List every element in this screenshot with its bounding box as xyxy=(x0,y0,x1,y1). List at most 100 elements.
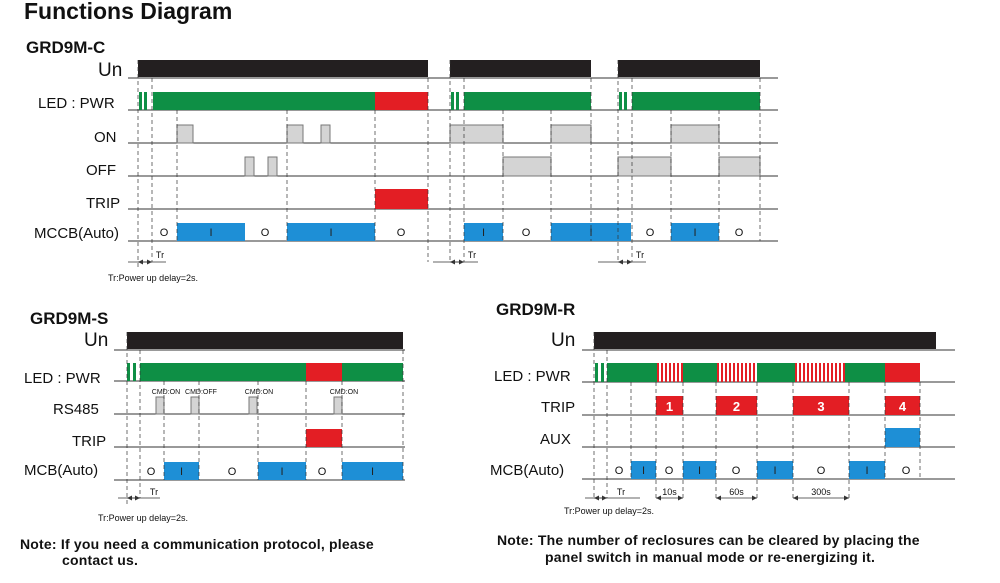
r-led-stripe xyxy=(835,363,837,382)
c-led-blink xyxy=(456,92,459,110)
r-trip-pulse-3 xyxy=(885,396,920,415)
s-tr-span-arrow-right xyxy=(135,495,140,501)
s-mcb-on-2 xyxy=(342,462,403,480)
r-aux-pulse xyxy=(885,428,920,447)
c-label-off: OFF xyxy=(86,162,116,179)
c-mccb-on-label-1: I xyxy=(329,227,332,239)
page-title: Functions Diagram xyxy=(24,0,233,24)
r-led-stripe xyxy=(795,363,797,382)
c-footnote: Tr:Power up delay=2s. xyxy=(108,273,198,283)
s-rs485-pulse-0 xyxy=(155,396,165,415)
r-mcb-on-label-0: I xyxy=(642,465,645,477)
r-trip-pulse-1 xyxy=(716,396,757,415)
s-label-led: LED : PWR xyxy=(24,370,101,387)
r-label-un: Un xyxy=(551,330,576,351)
s-footnote: Tr:Power up delay=2s. xyxy=(98,513,188,523)
r-mcb-on-label-1: I xyxy=(698,465,701,477)
s-cmd-label-1: CMD:OFF xyxy=(185,389,217,396)
r-mcb-on-label-3: I xyxy=(865,465,868,477)
s-rs485-pulse-3 xyxy=(333,396,343,415)
r-label-led: LED : PWR xyxy=(494,368,571,385)
s-rs485-pulse-2 xyxy=(248,396,258,415)
r-led-stripe xyxy=(669,363,671,382)
s-mcb-off-label-0: O xyxy=(147,466,156,478)
c-on-pulse-2 xyxy=(320,124,331,144)
r-led-stripe xyxy=(677,363,679,382)
r-led-green-3 xyxy=(845,363,885,382)
r-tr-label: Tr xyxy=(617,487,625,497)
r-led-stripe xyxy=(799,363,801,382)
r-led-stripe xyxy=(839,363,841,382)
s-note-line2: contact us. xyxy=(62,552,139,568)
c-led-blink xyxy=(619,92,622,110)
r-delay-label-2: 300s xyxy=(811,487,831,497)
s-tr-span-arrow-left xyxy=(127,495,132,501)
c-mccb-off-label-0: O xyxy=(160,227,169,239)
s-label-un: Un xyxy=(84,330,109,351)
c-led-blink xyxy=(144,92,147,110)
r-led-stripe xyxy=(749,363,751,382)
r-led-stripe xyxy=(673,363,675,382)
s-title: GRD9M-S xyxy=(30,309,109,328)
r-label-aux: AUX xyxy=(540,431,571,448)
r-note-line1: Note: The number of reclosures can be cl… xyxy=(497,532,920,548)
r-trip-number-1: 2 xyxy=(733,399,740,414)
r-led-blink xyxy=(595,363,598,382)
c-power-bar-2 xyxy=(618,60,760,77)
s-mcb-on-0 xyxy=(164,462,199,480)
r-trip-number-3: 4 xyxy=(899,399,907,414)
r-mcb-on-0 xyxy=(631,461,656,479)
c-title: GRD9M-C xyxy=(26,38,106,57)
c-mccb-on-label-2: I xyxy=(482,227,485,239)
s-mcb-on-label-2: I xyxy=(371,466,374,478)
r-led-stripe xyxy=(807,363,809,382)
r-led-stripe xyxy=(657,363,659,382)
c-tr-label-1: Tr xyxy=(468,250,476,260)
r-trip-pulse-2 xyxy=(793,396,849,415)
c-off-pulse-2 xyxy=(502,156,552,177)
c-on-pulse-0 xyxy=(176,124,194,144)
r-mcb-on-2 xyxy=(757,461,793,479)
r-led-stripe xyxy=(811,363,813,382)
r-delay-span-2-arrow-right xyxy=(844,495,849,501)
c-off-pulse-4 xyxy=(718,156,761,177)
s-mcb-off-label-1: O xyxy=(228,466,237,478)
c-led-green-3 xyxy=(632,92,760,110)
c-off-pulse-1 xyxy=(267,156,278,177)
r-led-stripe xyxy=(815,363,817,382)
s-cmd-label-2: CMD:ON xyxy=(245,389,273,396)
r-footnote: Tr:Power up delay=2s. xyxy=(564,506,654,516)
s-led-green-1 xyxy=(140,363,306,381)
r-led-stripe xyxy=(725,363,727,382)
r-led-blink xyxy=(601,363,604,382)
r-power-bar xyxy=(594,332,936,349)
r-mcb-off-label-4: O xyxy=(902,465,911,477)
c-power-bar-1 xyxy=(450,60,591,77)
r-led-stripe xyxy=(741,363,743,382)
r-trip-number-2: 3 xyxy=(817,399,824,414)
c-on-pulse-3 xyxy=(449,124,504,144)
c-label-led: LED : PWR xyxy=(38,95,115,112)
r-mcb-off-label-2: O xyxy=(732,465,741,477)
c-led-blink xyxy=(139,92,142,110)
r-led-stripe xyxy=(721,363,723,382)
c-tr-span-2-arrow-right xyxy=(627,259,632,265)
s-label-trip: TRIP xyxy=(72,433,107,450)
c-on-pulse-4 xyxy=(550,124,592,144)
c-mccb-on-0 xyxy=(177,223,245,241)
r-led-stripe xyxy=(831,363,833,382)
c-mccb-on-label-0: I xyxy=(209,227,212,239)
s-cmd-label-0: CMD:ON xyxy=(152,389,180,396)
c-label-trip: TRIP xyxy=(86,195,121,212)
c-led-green-1 xyxy=(153,92,375,110)
r-tr-span-arrow-right xyxy=(602,495,607,501)
c-mccb-off-label-1: O xyxy=(261,227,270,239)
s-label-rs485: RS485 xyxy=(53,401,99,418)
c-off-pulse-0 xyxy=(244,156,255,177)
r-tr-span-arrow-left xyxy=(594,495,599,501)
s-label-mcb: MCB(Auto) xyxy=(24,462,99,479)
r-led-green-2 xyxy=(757,363,795,382)
c-tr-span-1-arrow-right xyxy=(459,259,464,265)
c-mccb-off-label-5: O xyxy=(735,227,744,239)
r-led-stripe xyxy=(819,363,821,382)
